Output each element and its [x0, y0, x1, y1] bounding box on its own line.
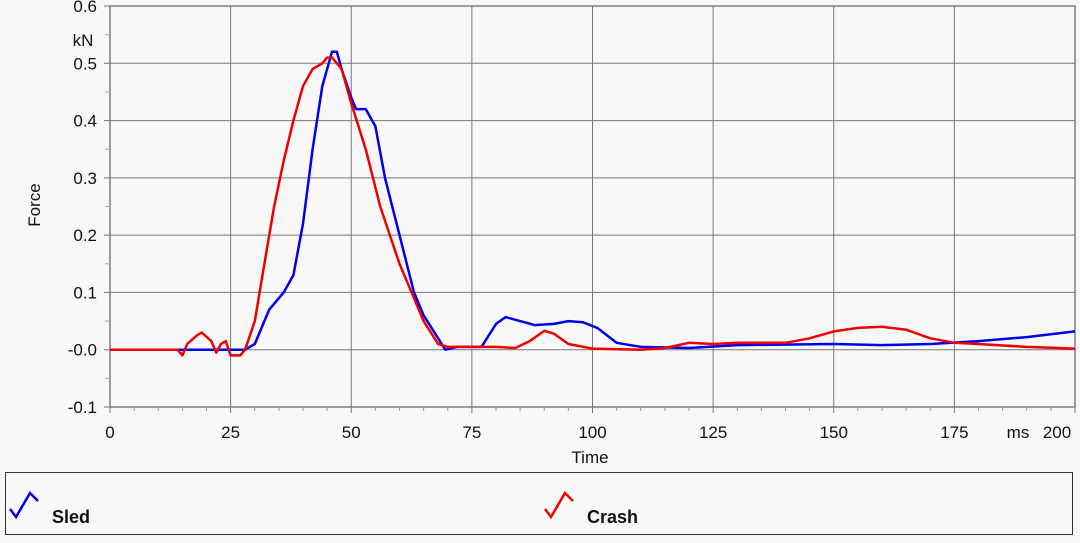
x-unit-label: ms [1007, 423, 1030, 442]
series-line-crash [110, 56, 1076, 357]
y-tick-label: 0.2 [73, 226, 97, 245]
y-axis-label: Force [25, 183, 44, 226]
grid [104, 5, 1076, 413]
x-tick-label: 75 [462, 423, 481, 442]
y-tick-label: -0.0 [68, 341, 97, 360]
y-tick-label: 0.1 [73, 283, 97, 302]
x-tick-label: 0 [105, 423, 114, 442]
y-tick-label: 0.6 [73, 0, 97, 16]
legend: Sled Crash [5, 472, 1073, 535]
x-axis-label: Time [571, 448, 608, 467]
y-unit-label: kN [73, 31, 94, 50]
series-lines [110, 50, 1076, 357]
x-tick-label: 50 [342, 423, 361, 442]
axis-ticks: 0 25 50 75 100 125 150 175 200 -0.1 -0.0 0.1 0.2 0.3 0… [68, 0, 1071, 442]
x-tick-label: 175 [940, 423, 968, 442]
x-tick-label: 100 [578, 423, 606, 442]
line-chart: 0 25 50 75 100 125 150 175 200 -0.1 -0.0 0.1 0.2 0.3 0… [25, 0, 1076, 467]
x-tick-label: 200 [1043, 423, 1071, 442]
y-tick-label: -0.1 [68, 398, 97, 417]
legend-label-crash: Crash [587, 507, 639, 527]
x-tick-label: 125 [699, 423, 727, 442]
x-tick-label: 150 [820, 423, 848, 442]
legend-label-sled: Sled [52, 507, 91, 527]
y-tick-label: 0.5 [73, 54, 97, 73]
x-tick-label: 25 [221, 423, 240, 442]
y-tick-label: 0.4 [73, 112, 97, 131]
crash-line-icon [544, 490, 574, 520]
sled-line-icon [9, 490, 39, 520]
y-tick-label: 0.3 [73, 169, 97, 188]
